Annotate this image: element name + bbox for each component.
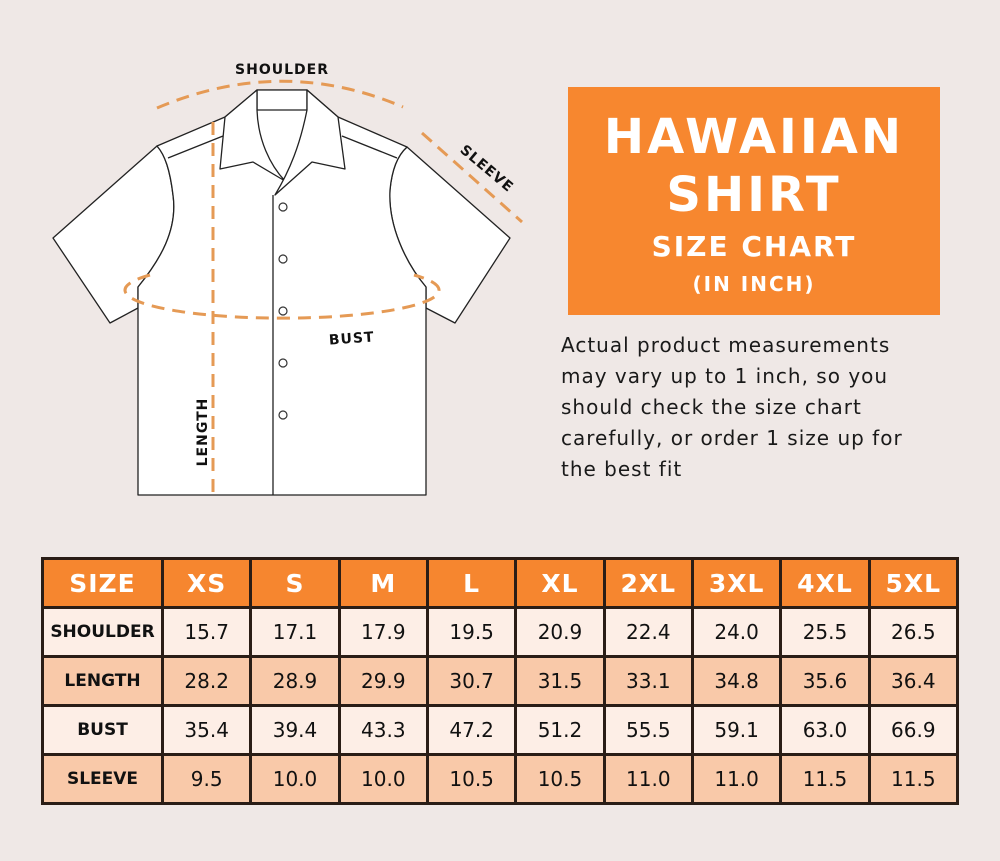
- table-cell: 33.1: [602, 655, 694, 707]
- yoke-line: [167, 135, 224, 159]
- table-cell: 24.0: [690, 606, 783, 658]
- yoke-line: [341, 135, 398, 159]
- header-size-xs: XS: [160, 557, 253, 609]
- table-cell: 36.4: [867, 655, 960, 707]
- shoulder-label: SHOULDER: [235, 62, 329, 78]
- table-cell: 43.3: [337, 704, 429, 756]
- note-line: may vary up to 1 inch, so you: [561, 364, 889, 388]
- header-size-m: M: [337, 557, 429, 609]
- table-cell: 31.5: [514, 655, 606, 707]
- table-cell: 55.5: [602, 704, 694, 756]
- sleeve-measure-line: [421, 131, 523, 224]
- table-cell: 29.9: [337, 655, 429, 707]
- table-cell: 30.7: [425, 655, 518, 707]
- table-cell: 11.5: [867, 753, 960, 805]
- note-line: carefully, or order 1 size up for: [561, 426, 903, 450]
- table-row-shoulder: SHOULDER 15.7 17.1 17.9 19.5 20.9 22.4 24.0 25.5…: [41, 606, 960, 658]
- table-cell: 34.8: [690, 655, 783, 707]
- button: [278, 410, 288, 420]
- table-cell: 11.0: [602, 753, 694, 805]
- button: [278, 254, 288, 264]
- measurement-note: Actual product measurements may vary up …: [561, 330, 981, 485]
- table-cell: 11.0: [690, 753, 783, 805]
- row-label: BUST: [41, 704, 164, 756]
- note-line: should check the size chart: [561, 395, 862, 419]
- collar-right: [274, 89, 346, 196]
- header-size-s: S: [249, 557, 341, 609]
- header-size-4xl: 4XL: [779, 557, 871, 609]
- button: [278, 358, 288, 368]
- shoulder-measure-line: [156, 79, 404, 110]
- table-cell: 10.5: [425, 753, 518, 805]
- header-size-3xl: 3XL: [690, 557, 783, 609]
- button: [278, 202, 288, 212]
- title-line-2: SHIRT: [666, 167, 842, 223]
- table-cell: 17.1: [249, 606, 341, 658]
- table-row-bust: BUST 35.4 39.4 43.3 47.2 51.2 55.5 59.1 63.0 66.9: [41, 704, 960, 756]
- table-cell: 28.9: [249, 655, 341, 707]
- table-cell: 47.2: [425, 704, 518, 756]
- table-cell: 10.5: [514, 753, 606, 805]
- subtitle: SIZE CHART: [651, 230, 857, 263]
- bust-measure-line: [123, 273, 441, 320]
- table-cell: 11.5: [779, 753, 871, 805]
- table-cell: 20.9: [514, 606, 606, 658]
- header-size-l: L: [425, 557, 518, 609]
- table-cell: 19.5: [425, 606, 518, 658]
- table-cell: 28.2: [160, 655, 253, 707]
- header-size-5xl: 5XL: [867, 557, 960, 609]
- title-line-1: HAWAIIAN: [603, 109, 905, 165]
- bust-label: BUST: [328, 329, 375, 348]
- table-cell: 26.5: [867, 606, 960, 658]
- button: [278, 306, 288, 316]
- row-label: SHOULDER: [41, 606, 164, 658]
- table-cell: 22.4: [602, 606, 694, 658]
- table-cell: 35.6: [779, 655, 871, 707]
- size-chart-table: SIZE XS S M L XL 2XL 3XL 4XL 5XL SHOULDER 15.7 17.1…: [41, 557, 960, 805]
- table-header-row: SIZE XS S M L XL 2XL 3XL 4XL 5XL: [41, 557, 960, 609]
- length-label: LENGTH: [195, 398, 211, 467]
- table-cell: 15.7: [160, 606, 253, 658]
- row-label: LENGTH: [41, 655, 164, 707]
- collar-back: [256, 89, 308, 111]
- sleeve-label: SLEEVE: [457, 142, 517, 196]
- table-cell: 51.2: [514, 704, 606, 756]
- note-line: Actual product measurements: [561, 333, 891, 357]
- shirt-body: [137, 89, 427, 496]
- table-cell: 10.0: [337, 753, 429, 805]
- table-cell: 35.4: [160, 704, 253, 756]
- header-size: SIZE: [41, 557, 164, 609]
- shirt-diagram: SHOULDER SLEEVE BUST LENGTH: [52, 62, 523, 496]
- table-cell: 9.5: [160, 753, 253, 805]
- collar-left: [219, 89, 286, 182]
- title-box: HAWAIIAN SHIRT SIZE CHART (IN INCH): [568, 87, 940, 315]
- table-row-sleeve: SLEEVE 9.5 10.0 10.0 10.5 10.5 11.0 11.0 11.5 11.…: [41, 753, 960, 805]
- table-row-length: LENGTH 28.2 28.9 29.9 30.7 31.5 33.1 34.8 35.6 36…: [41, 655, 960, 707]
- table-cell: 39.4: [249, 704, 341, 756]
- table-cell: 10.0: [249, 753, 341, 805]
- header-size-2xl: 2XL: [602, 557, 694, 609]
- unit-label: (IN INCH): [692, 272, 816, 296]
- row-label: SLEEVE: [41, 753, 164, 805]
- table-cell: 66.9: [867, 704, 960, 756]
- note-line: the best fit: [561, 457, 683, 481]
- table-cell: 63.0: [779, 704, 871, 756]
- table-cell: 59.1: [690, 704, 783, 756]
- table-cell: 17.9: [337, 606, 429, 658]
- table-cell: 25.5: [779, 606, 871, 658]
- header-size-xl: XL: [514, 557, 606, 609]
